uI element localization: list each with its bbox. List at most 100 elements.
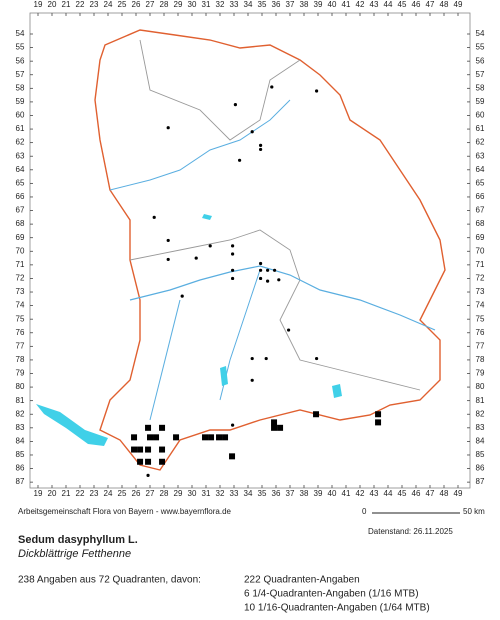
sub-quadrant-record (259, 261, 263, 266)
sub-quadrant-record (166, 257, 170, 262)
quadrant-record (137, 458, 144, 465)
sub-quadrant-record (259, 143, 263, 147)
y-tick-label: 71 (16, 260, 25, 269)
quadrant-record (277, 424, 284, 431)
y-tick-label: 85 (16, 450, 25, 459)
sub-quadrant-record (238, 158, 242, 162)
y-tick-label: 82 (476, 409, 485, 418)
y-tick-label: 59 (16, 97, 25, 106)
y-tick-label: 65 (16, 178, 25, 187)
sub-quadrant-record (146, 473, 150, 477)
sub-quadrant-record (180, 294, 184, 298)
lake (202, 214, 212, 220)
sub-quadrant-record (231, 268, 235, 272)
quadrant-record (137, 446, 144, 453)
y-tick-label: 73 (16, 287, 25, 296)
x-tick-label: 19 (34, 0, 43, 9)
x-tick-label: 43 (370, 489, 379, 498)
y-tick-label: 60 (16, 111, 25, 120)
x-tick-label: 42 (356, 489, 365, 498)
x-tick-label: 35 (258, 489, 267, 498)
river (109, 99, 291, 191)
scale-start: 0 (362, 507, 367, 516)
quadrant-record (159, 446, 166, 453)
y-tick-label: 84 (16, 437, 25, 446)
y-tick-label: 73 (476, 287, 485, 296)
y-tick-label: 83 (16, 423, 25, 432)
y-tick-label: 55 (476, 43, 485, 52)
lake (36, 404, 108, 446)
x-tick-label: 48 (440, 489, 449, 498)
quadrant-record (131, 446, 138, 453)
sub-quadrant-record (166, 238, 170, 243)
y-tick-label: 66 (16, 192, 25, 201)
sub-quadrant-record (266, 268, 270, 272)
y-tick-label: 61 (16, 124, 25, 133)
y-tick-label: 65 (476, 178, 485, 187)
y-tick-label: 68 (16, 219, 25, 228)
y-tick-label: 60 (476, 111, 485, 120)
y-tick-label: 54 (16, 29, 25, 38)
x-tick-label: 33 (230, 489, 239, 498)
x-tick-label: 45 (398, 489, 407, 498)
quadrant-record (145, 458, 152, 465)
sub-quadrant-record (277, 278, 281, 282)
x-tick-label: 38 (300, 0, 309, 9)
x-tick-label: 43 (370, 0, 379, 9)
y-tick-label: 79 (476, 369, 485, 378)
y-tick-label: 71 (476, 260, 485, 269)
quadrant-record (375, 411, 382, 418)
x-tick-label: 27 (146, 0, 155, 9)
y-tick-label: 86 (476, 464, 485, 473)
y-tick-label: 58 (16, 83, 25, 92)
summary: 238 Angaben aus 72 Quadranten, davon: (18, 575, 201, 586)
y-tick-label: 62 (16, 138, 25, 147)
y-tick-label: 57 (476, 70, 485, 79)
x-tick-label: 21 (62, 0, 71, 9)
quadrant-record (159, 458, 166, 465)
sub-quadrant-record (152, 215, 156, 219)
y-tick-label: 74 (476, 301, 485, 310)
credit: Arbeitsgemeinschaft Flora von Bayern - w… (18, 507, 232, 516)
y-tick-label: 68 (476, 219, 485, 228)
quadrant-record (229, 453, 236, 460)
y-tick-label: 82 (16, 409, 25, 418)
x-tick-label: 36 (272, 0, 281, 9)
y-tick-label: 61 (476, 124, 485, 133)
x-tick-label: 29 (174, 489, 183, 498)
x-tick-label: 32 (216, 0, 225, 9)
x-tick-label: 46 (412, 0, 421, 9)
sub-quadrant-record (231, 423, 235, 427)
x-tick-label: 44 (384, 0, 393, 9)
x-tick-label: 20 (48, 489, 57, 498)
region-outline (94, 29, 446, 471)
quadrant-record (145, 446, 152, 453)
x-tick-label: 47 (426, 489, 435, 498)
river (149, 299, 181, 421)
x-tick-label: 28 (160, 0, 169, 9)
y-tick-label: 75 (16, 314, 25, 323)
y-tick-label: 55 (16, 43, 25, 52)
x-tick-label: 27 (146, 489, 155, 498)
sub-quadrant-record (250, 378, 254, 382)
x-tick-label: 24 (104, 489, 113, 498)
y-tick-label: 67 (476, 206, 485, 215)
x-tick-label: 44 (384, 489, 393, 498)
y-tick-label: 64 (476, 165, 485, 174)
y-tick-label: 75 (476, 314, 485, 323)
sub-quadrant-record (259, 276, 263, 281)
quadrant-record (222, 434, 229, 441)
x-tick-label: 32 (216, 489, 225, 498)
y-tick-label: 54 (476, 29, 485, 38)
x-tick-label: 48 (440, 0, 449, 9)
x-tick-label: 19 (34, 489, 43, 498)
x-tick-label: 29 (174, 0, 183, 9)
x-tick-label: 23 (90, 0, 99, 9)
x-tick-label: 20 (48, 0, 57, 9)
map-frame (29, 12, 471, 489)
x-tick-label: 39 (314, 489, 323, 498)
sub-quadrant-record (259, 147, 263, 152)
quadrant-record (271, 419, 278, 426)
quadrant-record (271, 424, 278, 431)
x-tick-label: 36 (272, 489, 281, 498)
